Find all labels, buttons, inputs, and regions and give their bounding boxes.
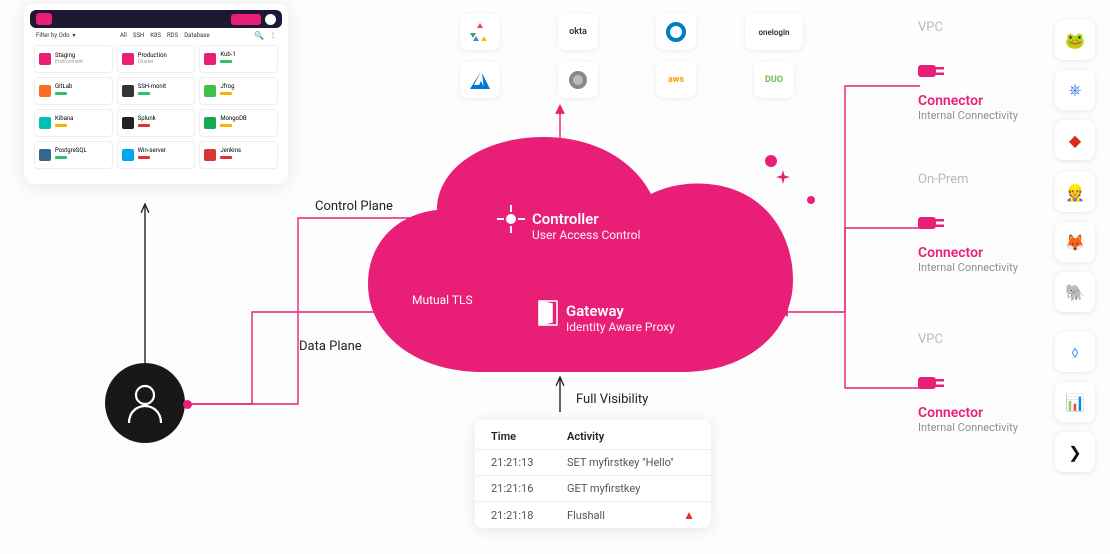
connector-head: VPC [918,20,1032,35]
idp-okta-icon [656,14,696,50]
app-tile: Jenkins [199,141,278,169]
decoration-dot [807,196,815,204]
app-tile: SSH-monit [117,77,196,105]
log-header: Time Activity [475,420,711,449]
mutual-tls-label: Mutual TLS [412,293,473,307]
app-primary-button [231,14,261,25]
service-column-1: 🐸 ⎈ ◆ [1055,20,1095,160]
app-tile: Kibana [34,109,113,137]
user-node-dot [183,400,192,409]
data-plane-label: Data Plane [299,339,362,354]
app-subbar: Filter by Odo ▾ All SSH K8S RDS Database… [30,28,282,43]
log-row: 21:21:18Flushall▲ [475,501,711,528]
warning-icon: ▲ [683,508,695,522]
connector-title: Connector [918,93,1032,109]
plug-icon [918,211,946,235]
plug-icon [918,371,946,395]
idp-grid: okta onelogin aws DUO [445,12,809,100]
app-tile: Jfrog [199,77,278,105]
col-time: Time [491,430,567,443]
controller-icon [497,205,525,237]
avatar [265,14,276,25]
service-jira-icon: ⬨ [1055,332,1095,372]
idp-aws-icon: aws [656,62,696,98]
tab: RDS [167,32,178,39]
idp-okta-wordmark-icon: okta [558,14,598,50]
app-logo-icon [36,13,52,25]
connector-head: VPC [918,332,1032,347]
gateway-label: Gateway Identity Aware Proxy [566,302,675,334]
idp-azure-icon [460,62,500,98]
plug-icon [918,59,946,83]
service-terminal-icon: ❯ [1055,432,1095,472]
idp-duo-icon: DUO [754,62,794,98]
filter-dropdown: Filter by Odo ▾ [36,32,76,39]
connector-head: On-Prem [918,172,1032,187]
connector-sub: Internal Connectivity [918,261,1032,274]
service-column-3: ⬨ 📊 ❯ [1055,332,1095,472]
service-metrics-icon: 📊 [1055,382,1095,422]
app-tile: MongoDB [199,109,278,137]
connector-title: Connector [918,245,1032,261]
service-jenkins-icon: 👷 [1055,172,1095,212]
connector-title: Connector [918,405,1032,421]
full-visibility-label: Full Visibility [576,392,648,407]
cloud-shape [365,134,795,372]
app-screenshot: Filter by Odo ▾ All SSH K8S RDS Database… [24,4,288,184]
idp-gcp-icon [460,14,500,50]
service-gitlab-icon: 🦊 [1055,222,1095,262]
control-plane-label: Control Plane [315,199,393,214]
gateway-icon [538,300,558,330]
app-tile: Kub-1 [199,45,278,73]
service-jfrog-icon: 🐸 [1055,20,1095,60]
service-kubernetes-icon: ⎈ [1055,70,1095,110]
service-postgresql-icon: 🐘 [1055,272,1095,312]
connector-card-onprem: On-Prem Connector Internal Connectivity [910,162,1040,284]
tab: Database [184,32,209,39]
tab: All [120,32,127,39]
tab: K8S [150,32,161,39]
idp-onelogin-icon: onelogin [745,14,803,50]
search-icon: 🔍 [254,31,264,40]
service-column-2: 👷 🦊 🐘 [1055,172,1095,312]
user-icon [105,363,185,443]
activity-log: Time Activity 21:21:13SET myfirstkey "He… [475,420,711,528]
app-tiles: StagingEnvironmentProductionClusterKub-1… [30,43,282,171]
log-row: 21:21:13SET myfirstkey "Hello" [475,449,711,475]
connector-card-vpc-2: VPC Connector Internal Connectivity [910,322,1040,444]
app-tile: ProductionCluster [117,45,196,73]
app-tile: StagingEnvironment [34,45,113,73]
log-row: 21:21:16GET myfirstkey [475,475,711,501]
idp-circle-icon [558,62,598,98]
app-tile: Splunk [117,109,196,137]
decoration-dot [765,155,777,167]
app-topbar [30,10,282,28]
service-redis-icon: ◆ [1055,120,1095,160]
controller-label: Controller User Access Control [532,210,640,242]
app-tile: Win-server [117,141,196,169]
tab: SSH [133,32,144,39]
connector-card-vpc-1: VPC Connector Internal Connectivity [910,10,1040,132]
connector-sub: Internal Connectivity [918,109,1032,122]
sparkle-icon [776,169,790,188]
app-tile: GitLab [34,77,113,105]
kebab-icon: ⋮ [270,32,276,39]
col-activity: Activity [567,430,604,443]
connector-sub: Internal Connectivity [918,421,1032,434]
app-tile: PostgreSQL [34,141,113,169]
